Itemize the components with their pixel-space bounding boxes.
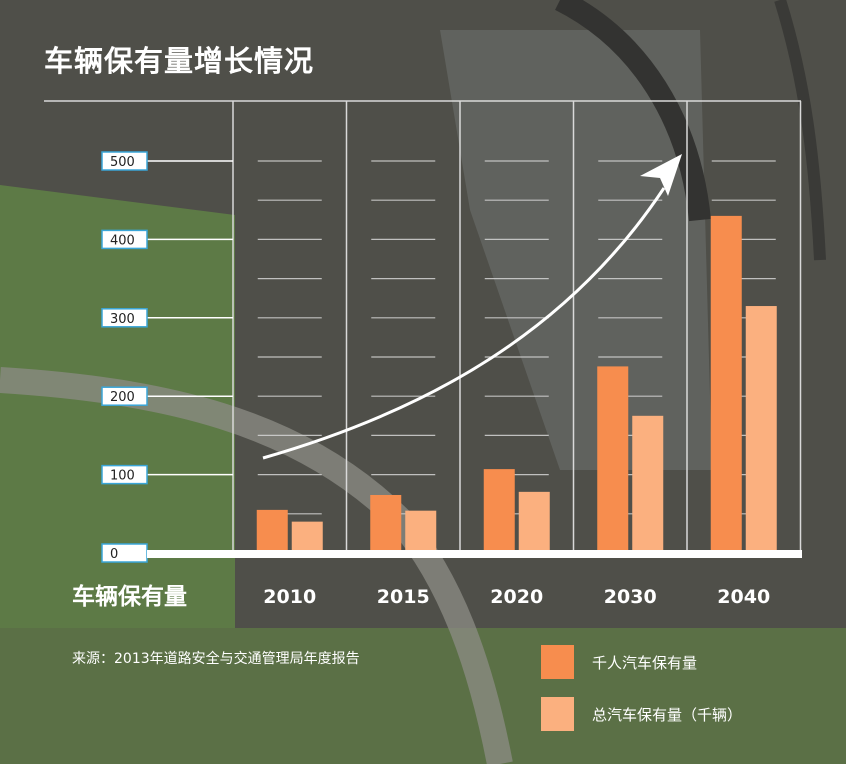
- baseline-layer: [147, 550, 802, 558]
- legend-label-2: 总汽车保有量（千辆）: [592, 705, 743, 724]
- legend-swatch-1: [541, 645, 574, 679]
- bar-2: [745, 306, 777, 553]
- y-tick-label: 300: [110, 312, 135, 327]
- legend-label-1: 千人汽车保有量: [592, 653, 698, 672]
- y-tick-box: [101, 386, 148, 406]
- page-title: 车辆保有量增长情况: [44, 44, 315, 78]
- x-axis: 2010 2015 2020 2030 2040 车辆保有量: [72, 583, 770, 610]
- y-tick-label: 400: [110, 233, 135, 248]
- y-tick-box: [101, 229, 148, 250]
- y-axis: 0 100 200 300 400 500: [101, 151, 233, 563]
- x-tick-label: 2015: [377, 586, 430, 608]
- bar-1: [710, 215, 742, 553]
- growth-arrow-head: [640, 154, 682, 196]
- growth-arrow-curve: [262, 187, 666, 460]
- x-tick-label: 2010: [263, 586, 316, 608]
- bar-1: [597, 366, 629, 553]
- growth-arrow: [262, 154, 682, 460]
- y-tick-box: [101, 464, 148, 485]
- x-axis-title: 车辆保有量: [72, 583, 187, 610]
- y-tick-label: 100: [110, 469, 135, 484]
- source-note: 来源：2013年道路安全与交通管理局年度报告: [72, 651, 360, 667]
- y-tick-label: 200: [110, 390, 135, 405]
- grid-lines: [257, 160, 776, 515]
- bar-1: [256, 509, 288, 553]
- baseline: [147, 550, 802, 558]
- bar-2: [291, 521, 323, 553]
- bar-1: [483, 469, 515, 553]
- y-tick-label: 500: [110, 155, 135, 170]
- legend-item-1: 千人汽车保有量: [541, 645, 697, 679]
- x-tick-label: 2030: [604, 586, 657, 608]
- bar-2: [405, 510, 437, 553]
- legend-swatch-2: [541, 697, 574, 731]
- x-tick-label: 2020: [490, 586, 543, 608]
- y-tick-box: [101, 151, 148, 171]
- y-tick-box: [101, 543, 148, 563]
- bar-2: [632, 415, 664, 553]
- x-tick-label: 2040: [717, 586, 770, 608]
- bars: [256, 215, 777, 553]
- chart-frame: [44, 100, 802, 553]
- bar-1: [370, 494, 402, 553]
- legend-item-2: 总汽车保有量（千辆）: [541, 697, 742, 731]
- y-tick-box: [101, 308, 148, 328]
- bar-2: [518, 491, 550, 553]
- y-tick-label: 0: [110, 547, 118, 562]
